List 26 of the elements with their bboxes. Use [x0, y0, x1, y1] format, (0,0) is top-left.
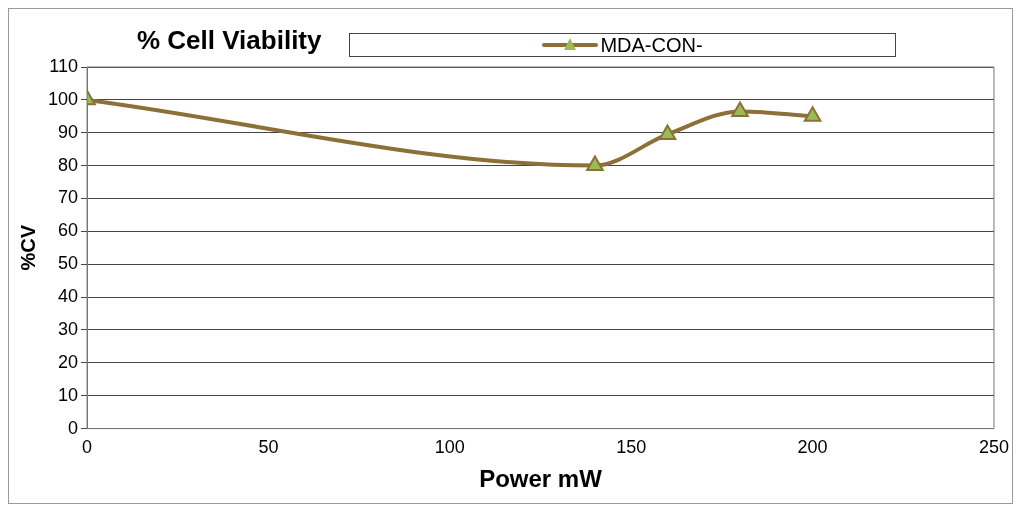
y-axis-title: %CV [16, 224, 39, 271]
x-tick-label: 100 [434, 437, 465, 458]
y-tick-label: 0 [68, 417, 79, 438]
x-tick-label: 50 [258, 437, 279, 458]
x-tick-label: 0 [82, 437, 93, 458]
point [586, 155, 604, 172]
y-tick-label: 20 [58, 351, 79, 372]
point [658, 124, 677, 140]
y-tick-label: 10 [58, 384, 79, 405]
x-tick-label: 150 [616, 437, 647, 458]
y-tick-label: 60 [58, 220, 79, 241]
x-tick-label: 200 [797, 437, 828, 458]
y-tick-label: 110 [49, 55, 79, 76]
x-axis-title: Power mW [479, 465, 603, 493]
y-tick-label: 30 [58, 318, 79, 339]
y-tick-label: 100 [47, 88, 79, 109]
y-tick-label: 40 [58, 286, 79, 307]
x-tick-label: 250 [978, 437, 1010, 458]
y-tick-label: 80 [58, 154, 79, 175]
point [731, 101, 749, 117]
legend-label: MDA-CON- [600, 33, 703, 57]
y-tick-label: 70 [58, 187, 79, 208]
point [803, 106, 822, 122]
chart-title: % Cell Viability [137, 25, 322, 56]
y-tick-label: 50 [58, 253, 79, 274]
y-tick-label: 90 [58, 121, 79, 142]
